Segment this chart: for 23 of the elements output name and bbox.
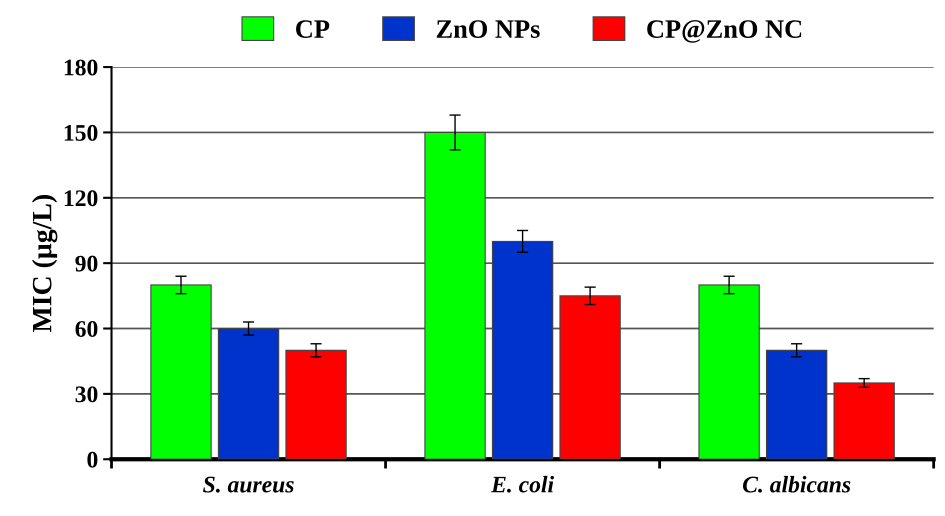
x-tick-label: S. aureus bbox=[203, 476, 294, 493]
bar bbox=[698, 284, 760, 460]
y-tick-label: 150 bbox=[64, 124, 98, 141]
y-tick-label: 90 bbox=[75, 256, 98, 272]
x-tick-label: E. coli bbox=[490, 476, 554, 493]
y-tick-label: 180 bbox=[64, 60, 98, 76]
bar bbox=[218, 328, 280, 460]
bar bbox=[150, 284, 212, 460]
bar bbox=[424, 132, 486, 460]
bar bbox=[559, 295, 621, 460]
y-tick-label: 30 bbox=[76, 386, 98, 402]
y-tick-label: 60 bbox=[76, 321, 98, 337]
bar bbox=[833, 382, 895, 460]
y-tick-label: 120 bbox=[64, 190, 98, 206]
legend-label: CP@ZnO NC bbox=[647, 20, 802, 43]
bar bbox=[766, 350, 828, 460]
y-axis-title: MIC (µg/L) bbox=[32, 195, 58, 332]
bar bbox=[285, 350, 347, 460]
bar bbox=[492, 240, 554, 460]
legend-label: CP bbox=[296, 20, 330, 38]
x-tick-label: C. albicans bbox=[742, 476, 850, 493]
y-tick-label: 0 bbox=[87, 452, 98, 468]
legend-label: ZnO NPs bbox=[436, 20, 540, 38]
